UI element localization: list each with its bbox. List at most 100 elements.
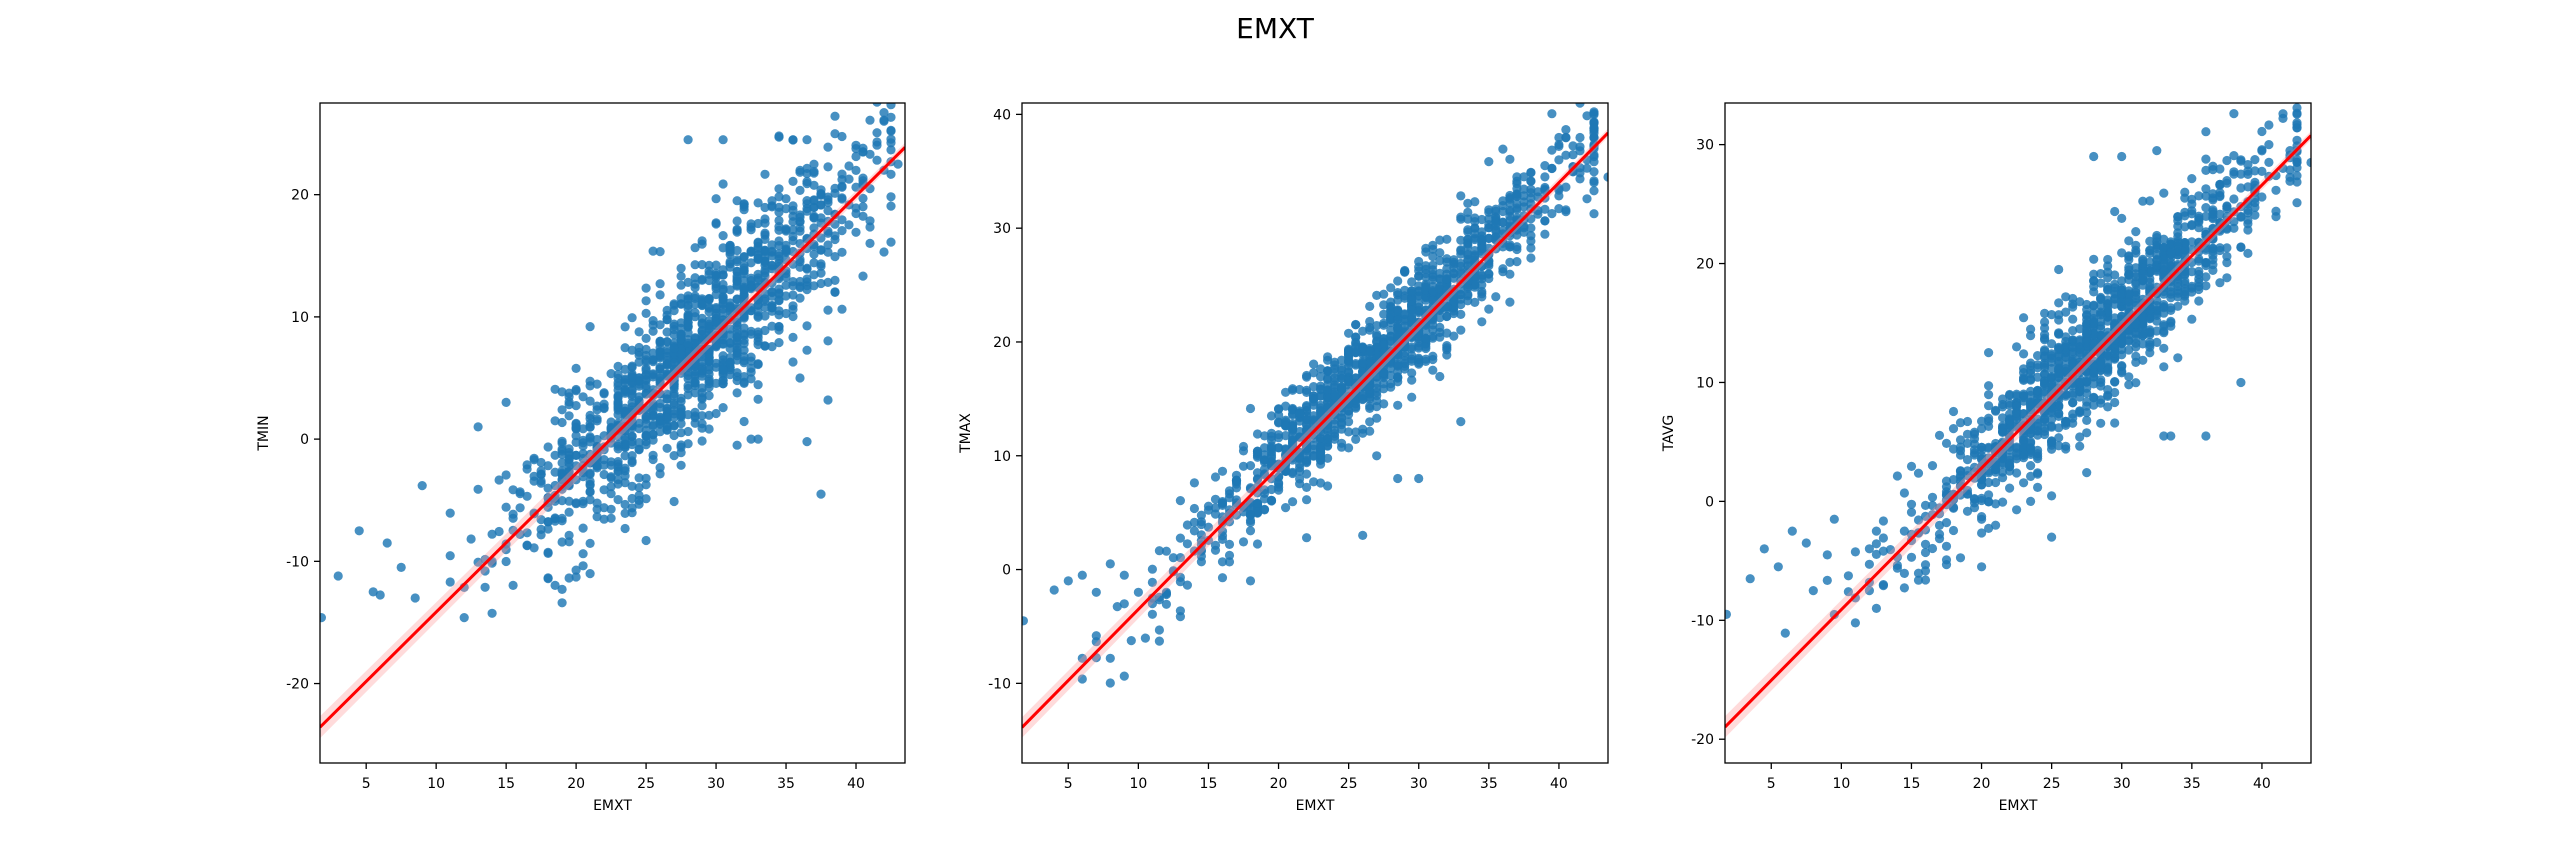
data-point — [571, 565, 581, 575]
x-tick-label: 10 — [1832, 776, 1850, 792]
data-point — [704, 410, 714, 420]
data-point — [2075, 377, 2085, 387]
data-point — [2194, 191, 2204, 201]
data-point — [2292, 171, 2302, 181]
data-point — [2131, 334, 2141, 344]
data-point — [641, 535, 651, 546]
data-point — [585, 538, 595, 549]
data-point — [2068, 314, 2078, 324]
data-point — [683, 328, 693, 338]
data-point — [1554, 141, 1564, 151]
data-point — [1147, 609, 1157, 619]
data-point — [2264, 140, 2274, 150]
data-point — [2187, 287, 2197, 297]
data-point — [599, 399, 609, 409]
data-point — [2201, 229, 2211, 239]
data-point — [2271, 185, 2281, 195]
data-point — [1316, 385, 1326, 395]
data-point — [522, 491, 532, 501]
data-point — [1309, 411, 1319, 421]
data-point — [2012, 451, 2022, 461]
data-point — [1302, 482, 1312, 492]
data-point — [1477, 317, 1487, 327]
data-point — [2159, 242, 2169, 252]
data-point — [851, 151, 861, 162]
data-point — [865, 222, 875, 232]
data-point — [886, 192, 896, 202]
data-point — [830, 252, 840, 262]
data-point — [753, 340, 763, 350]
data-point — [1337, 355, 1347, 365]
data-point — [886, 134, 896, 144]
data-point — [823, 162, 833, 172]
data-point — [669, 409, 679, 419]
data-point — [795, 167, 805, 177]
data-point — [1969, 462, 1980, 472]
data-point — [1203, 505, 1214, 515]
data-point — [2047, 532, 2057, 542]
data-point — [1463, 198, 1473, 208]
data-point — [2187, 199, 2197, 209]
data-point — [613, 479, 623, 489]
data-point — [2054, 329, 2064, 339]
data-point — [1154, 636, 1164, 646]
data-point — [1512, 230, 1522, 240]
data-point — [1962, 466, 1973, 476]
data-point — [1435, 284, 1445, 294]
data-point — [2019, 478, 2029, 488]
data-point — [879, 116, 889, 126]
data-point — [2166, 239, 2176, 249]
data-point — [592, 498, 602, 508]
data-point — [1941, 518, 1952, 528]
data-point — [823, 216, 833, 226]
data-point — [2159, 328, 2169, 338]
data-point — [1850, 593, 1860, 603]
data-point — [683, 277, 693, 287]
data-point — [1561, 182, 1571, 192]
data-point — [1920, 511, 1931, 521]
data-point — [2117, 276, 2127, 286]
data-point — [830, 219, 840, 229]
data-point — [1540, 184, 1550, 194]
data-point — [620, 343, 630, 353]
data-point — [641, 333, 651, 343]
scatter-points — [1022, 103, 1608, 688]
data-point — [725, 257, 735, 267]
data-point — [585, 480, 595, 490]
data-point — [1948, 406, 1959, 417]
data-point — [648, 326, 658, 336]
data-point — [2124, 297, 2134, 307]
data-point — [2026, 366, 2036, 376]
data-point — [648, 406, 658, 416]
data-point — [578, 561, 588, 571]
data-point — [2138, 331, 2148, 341]
data-point — [1456, 214, 1466, 224]
data-point — [711, 260, 721, 270]
data-point — [1316, 478, 1326, 488]
data-point — [718, 284, 728, 294]
data-point — [1920, 539, 1931, 549]
data-point — [2068, 381, 2078, 391]
data-point — [788, 225, 798, 235]
data-point — [1077, 653, 1087, 663]
data-point — [543, 461, 553, 471]
data-point — [1998, 497, 2008, 507]
data-point — [669, 451, 679, 461]
data-point — [1428, 325, 1438, 335]
data-point — [2215, 180, 2225, 190]
data-point — [2089, 322, 2099, 332]
data-point — [382, 538, 392, 548]
data-point — [1977, 442, 1987, 452]
data-point — [1238, 537, 1249, 547]
data-point — [1182, 539, 1192, 549]
x-tick-label: 25 — [1340, 776, 1358, 792]
data-point — [1984, 497, 1994, 507]
data-point — [739, 284, 749, 294]
y-tick-label: 10 — [291, 310, 309, 326]
data-point — [725, 357, 735, 367]
data-point — [1850, 618, 1860, 628]
data-point — [718, 315, 728, 325]
data-point — [2124, 275, 2134, 285]
data-point — [1302, 385, 1312, 395]
data-point — [2145, 196, 2155, 206]
